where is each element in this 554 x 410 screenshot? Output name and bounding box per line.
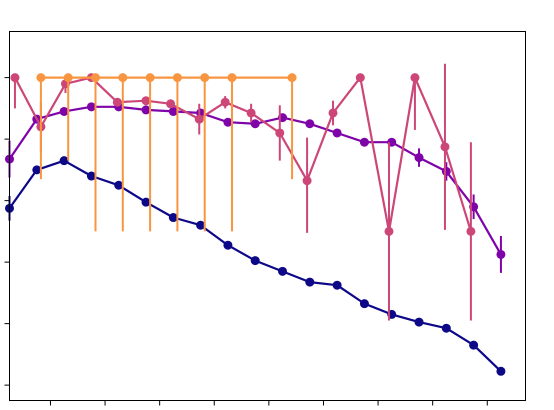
- series-3-point-10: [275, 128, 285, 138]
- series-1-point-12: [332, 280, 342, 290]
- series-1-point-16: [441, 323, 451, 333]
- series-2-point-16: [441, 166, 451, 176]
- series-1-point-13: [359, 299, 369, 309]
- series-1-point-1: [32, 165, 42, 175]
- series-1-point-15: [414, 317, 424, 327]
- series-3-point-12: [328, 108, 338, 118]
- series-1-point-2: [59, 156, 69, 166]
- series-1-point-7: [196, 220, 206, 230]
- series-1-point-3: [86, 171, 96, 181]
- series-3-point-15: [410, 73, 420, 83]
- series-2-point-12: [332, 128, 342, 138]
- series-4-point-7: [227, 73, 237, 83]
- series-1: [5, 156, 506, 376]
- series-2-point-9: [250, 119, 260, 129]
- series-1-point-5: [141, 197, 151, 207]
- series-4-point-1: [63, 73, 73, 83]
- series-2-point-18: [496, 249, 506, 259]
- series-4-point-4: [145, 73, 155, 83]
- x-axis-ticks: [49, 400, 488, 406]
- series-2-point-3: [86, 102, 96, 112]
- series-layer: [5, 63, 506, 376]
- series-1-point-17: [469, 340, 479, 350]
- series-4-point-6: [200, 73, 210, 83]
- series-1-point-8: [223, 240, 233, 250]
- series-2-point-2: [59, 106, 69, 116]
- series-3-point-7: [194, 114, 204, 124]
- series-2-point-5: [141, 105, 151, 115]
- series-4: [36, 73, 297, 232]
- series-4-point-3: [118, 73, 128, 83]
- series-4-point-8: [287, 73, 297, 83]
- series-4-point-2: [91, 73, 100, 83]
- series-3-point-9: [246, 108, 256, 118]
- y-axis-ticks: [4, 77, 10, 386]
- series-1-point-18: [496, 366, 506, 376]
- series-4-point-0: [36, 73, 46, 83]
- series-2-point-6: [168, 106, 178, 116]
- series-3-point-14: [384, 226, 394, 236]
- series-3-point-8: [220, 97, 230, 107]
- series-1-point-9: [250, 256, 260, 266]
- series-1-point-10: [278, 266, 288, 276]
- series-2-point-13: [359, 137, 369, 147]
- series-3-point-4: [112, 97, 122, 107]
- series-3-point-13: [355, 73, 365, 83]
- series-3-point-0: [10, 73, 20, 83]
- series-2-point-15: [414, 153, 424, 163]
- series-4-point-5: [172, 73, 182, 83]
- series-3-point-5: [141, 96, 151, 106]
- series-2-point-8: [223, 117, 233, 127]
- series-3-point-6: [166, 99, 176, 109]
- series-1-point-6: [168, 213, 178, 223]
- plot-frame: [9, 31, 526, 401]
- series-1-point-4: [114, 180, 124, 190]
- series-3-point-17: [466, 226, 476, 236]
- series-1-point-11: [305, 277, 315, 287]
- series-3-point-11: [302, 176, 312, 186]
- series-3-point-16: [440, 142, 450, 152]
- series-2-point-11: [305, 119, 315, 129]
